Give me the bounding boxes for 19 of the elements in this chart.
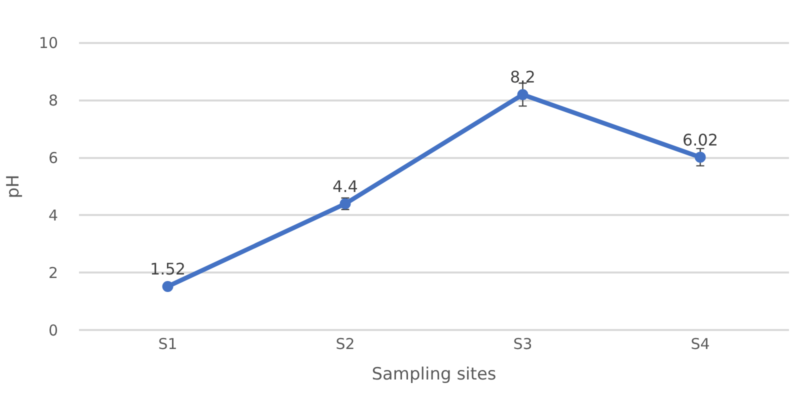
data-label: 6.02 [682, 130, 718, 150]
x-axis-title: Sampling sites [372, 364, 496, 384]
y-tick-label: 8 [48, 92, 58, 110]
y-tick-label: 6 [48, 149, 58, 168]
point [694, 152, 706, 163]
data-label: 4.4 [332, 176, 358, 196]
y-tick-label: 4 [48, 206, 58, 224]
y-axis-title: pH [3, 174, 24, 198]
y-tick-label: 10 [38, 34, 58, 52]
y-tick-label: 0 [48, 321, 58, 340]
point [162, 280, 174, 292]
data-label: 1.52 [150, 260, 186, 279]
y-tick-label: 2 [48, 264, 58, 282]
x-tick-label: S2 [336, 335, 355, 353]
x-tick-label: S1 [158, 335, 178, 353]
x-tick-label: S3 [513, 335, 532, 353]
point [517, 89, 528, 100]
data-label: 8.2 [510, 68, 536, 87]
x-tick-label: S4 [690, 335, 710, 353]
